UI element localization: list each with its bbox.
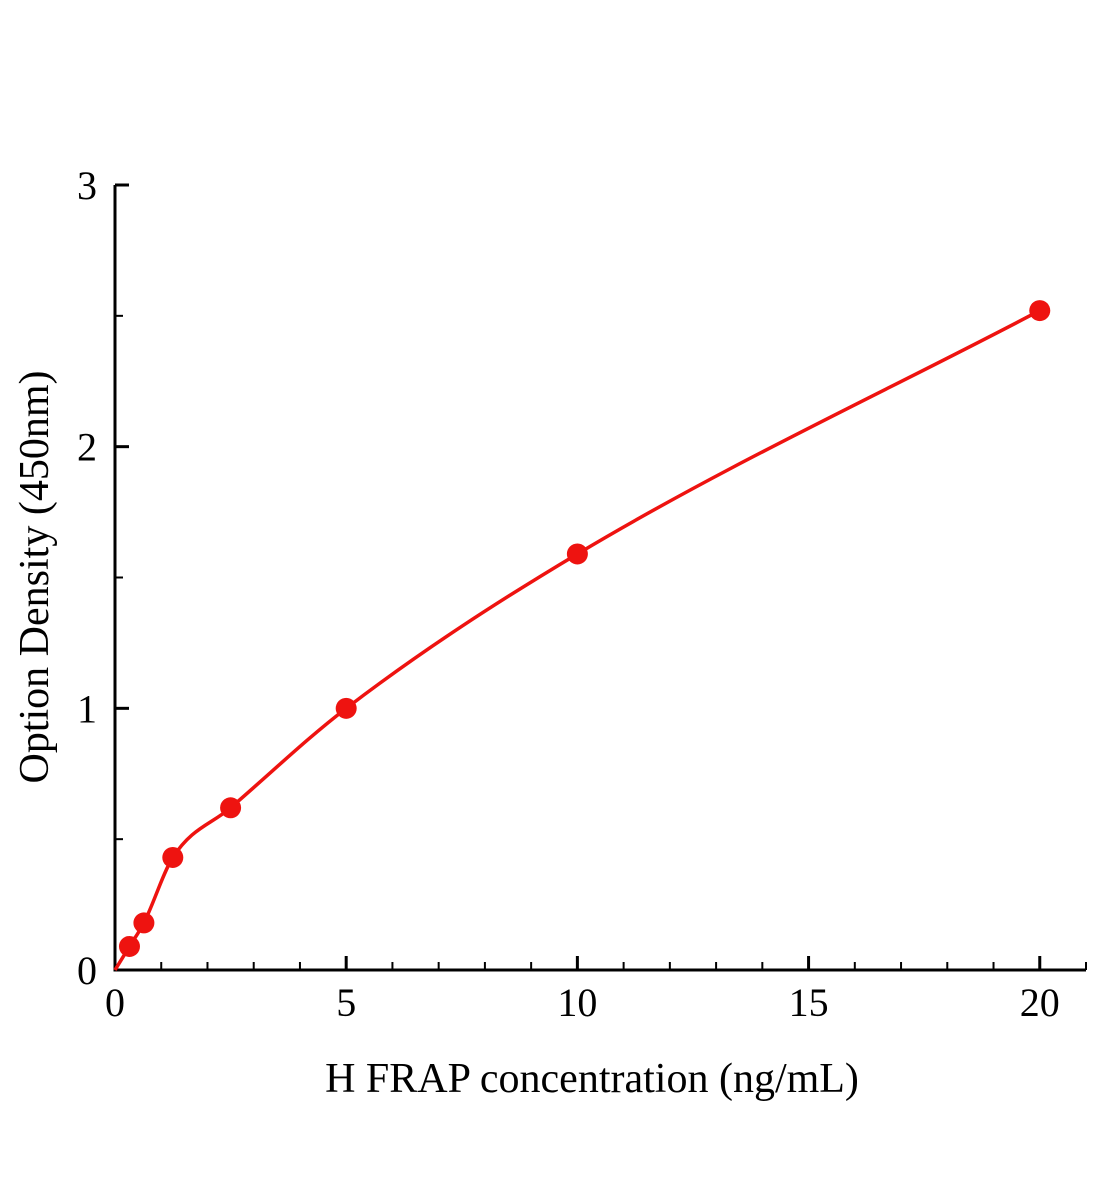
data-point bbox=[133, 912, 155, 934]
data-point bbox=[118, 935, 140, 957]
y-tick-label: 0 bbox=[77, 948, 97, 993]
data-point bbox=[1029, 300, 1051, 322]
y-tick-label: 3 bbox=[77, 163, 97, 208]
y-axis-title: Option Density (450nm) bbox=[12, 371, 58, 784]
data-point bbox=[162, 846, 184, 868]
x-axis-title: H FRAP concentration (ng/mL) bbox=[325, 1056, 859, 1102]
data-point bbox=[220, 797, 242, 819]
x-tick-label: 20 bbox=[1020, 980, 1060, 1025]
x-tick-label: 10 bbox=[557, 980, 597, 1025]
fit-curve bbox=[113, 309, 1041, 971]
y-tick-label: 1 bbox=[77, 686, 97, 731]
x-tick-label: 5 bbox=[336, 980, 356, 1025]
data-point bbox=[566, 543, 588, 565]
x-tick-label: 0 bbox=[105, 980, 125, 1025]
data-point bbox=[335, 697, 357, 719]
plot-area: 0 5 10 15 20 0 1 2 3 bbox=[77, 163, 1087, 1025]
x-tick-label: 15 bbox=[789, 980, 829, 1025]
y-tick-label: 2 bbox=[77, 425, 97, 470]
